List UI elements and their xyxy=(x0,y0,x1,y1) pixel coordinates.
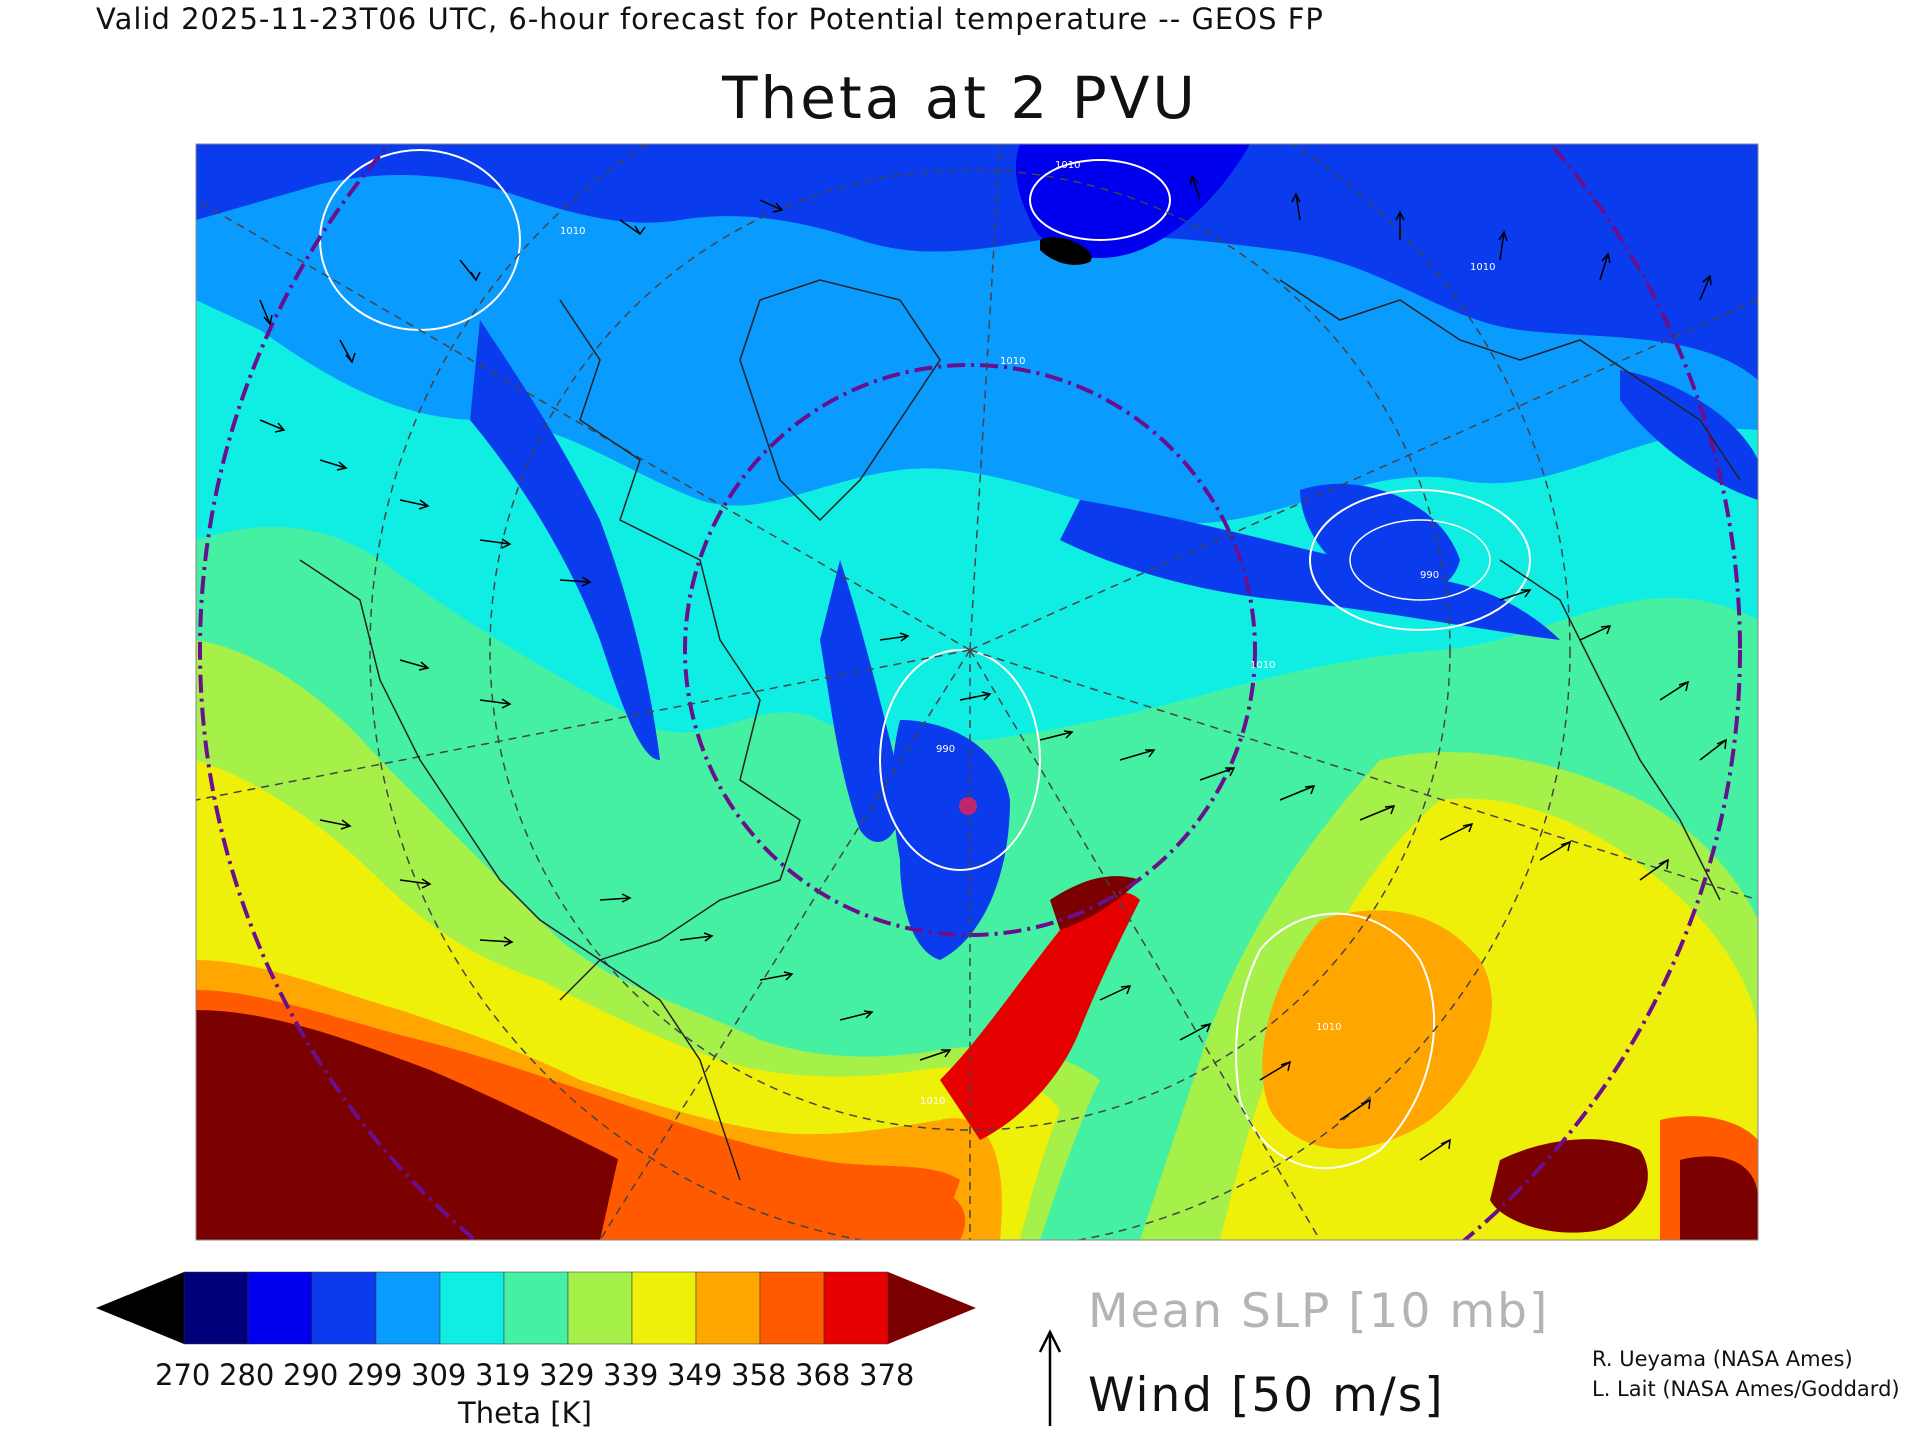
colorbar-box xyxy=(631,1271,697,1345)
svg-text:1010: 1010 xyxy=(1000,356,1025,367)
colorbar-box xyxy=(439,1271,505,1345)
colorbar-box xyxy=(247,1271,313,1345)
map-field xyxy=(196,144,1758,1240)
low-center-marker xyxy=(959,797,977,815)
colorbar-tick: 290 xyxy=(283,1358,339,1392)
colorbar-box xyxy=(759,1271,825,1345)
colorbar-tick: 270 xyxy=(155,1358,211,1392)
svg-text:1010: 1010 xyxy=(1250,660,1275,671)
wind-legend-label: Wind [50 m/s] xyxy=(1088,1368,1445,1423)
colorbar-tick: 319 xyxy=(475,1358,531,1392)
colorbar-box xyxy=(183,1271,249,1345)
colorbar-box xyxy=(375,1271,441,1345)
colorbar-label: Theta [K] xyxy=(458,1396,592,1430)
theta-colorbar xyxy=(96,1271,976,1345)
colorbar-box xyxy=(695,1271,761,1345)
svg-text:1010: 1010 xyxy=(1470,262,1495,273)
colorbar-tick: 378 xyxy=(859,1358,915,1392)
slp-contours xyxy=(196,144,1758,1240)
colorbar-boxes xyxy=(183,1271,889,1345)
colorbar-tick: 368 xyxy=(795,1358,851,1392)
colorbar-tick: 299 xyxy=(347,1358,403,1392)
map-frame xyxy=(195,143,1759,1241)
colorbar-ticks: 270 280 290 299 309 319 329 339 349 358 … xyxy=(155,1358,915,1394)
wind-vectors xyxy=(259,174,1727,1161)
colorbar-tick: 280 xyxy=(219,1358,275,1392)
svg-text:990: 990 xyxy=(936,744,955,755)
svg-text:1010: 1010 xyxy=(560,226,585,237)
svg-text:1010: 1010 xyxy=(920,1096,945,1107)
colorbar-tick: 339 xyxy=(603,1358,659,1392)
credit-line-1: R. Ueyama (NASA Ames) xyxy=(1592,1347,1853,1371)
map-title: Theta at 2 PVU xyxy=(722,64,1198,132)
credit-line-2: L. Lait (NASA Ames/Goddard) xyxy=(1592,1377,1900,1401)
colorbar-tick: 358 xyxy=(731,1358,787,1392)
slp-contour-labels: 1010 1010 1010 1010 1010 1010 990 990 10… xyxy=(560,160,1495,1107)
colorbar-box xyxy=(311,1271,377,1345)
colorbar-tick: 329 xyxy=(539,1358,595,1392)
colorbar-above-triangle xyxy=(888,1272,976,1344)
forecast-subtitle: Valid 2025-11-23T06 UTC, 6-hour forecast… xyxy=(96,2,1324,36)
slp-legend-label: Mean SLP [10 mb] xyxy=(1088,1284,1550,1339)
colorbar-tick: 309 xyxy=(411,1358,467,1392)
svg-text:1010: 1010 xyxy=(1316,1022,1341,1033)
wind-scale-arrow-icon xyxy=(1038,1329,1062,1426)
credits: R. Ueyama (NASA Ames) L. Lait (NASA Ames… xyxy=(1592,1344,1900,1404)
colorbar-tick: 349 xyxy=(667,1358,723,1392)
colorbar-below-triangle xyxy=(96,1272,184,1344)
colorbar-box xyxy=(567,1271,633,1345)
svg-text:990: 990 xyxy=(1420,570,1439,581)
svg-text:1010: 1010 xyxy=(1055,160,1080,171)
colorbar-box xyxy=(823,1271,889,1345)
colorbar-box xyxy=(503,1271,569,1345)
